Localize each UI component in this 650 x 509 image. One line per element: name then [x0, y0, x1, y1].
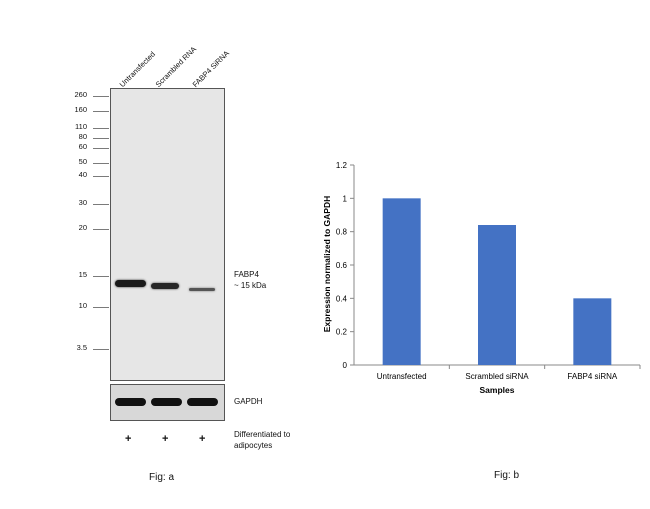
- y-axis-title: Expression normalized to GAPDH: [322, 196, 332, 333]
- mw-label: 50: [78, 157, 87, 166]
- band-name-label: FABP4: [234, 270, 259, 279]
- treatment-plus: +: [199, 433, 206, 445]
- mw-label: 10: [78, 301, 87, 310]
- mw-tick: [93, 111, 109, 112]
- treatment-plus: +: [162, 433, 169, 445]
- mw-tick: [93, 229, 109, 230]
- figure-b-caption: Fig: b: [494, 470, 520, 481]
- fabp4-band-lane-2: [151, 283, 179, 289]
- y-tick-label: 1: [343, 194, 348, 203]
- y-tick-label: 0.4: [336, 294, 348, 303]
- mw-tick: [93, 96, 109, 97]
- mw-label: 3.5: [76, 343, 87, 352]
- band-size-label: ~ 15 kDa: [234, 281, 267, 290]
- y-axis-ticks: 0 0.2 0.4 0.6 0.8 1 1.2: [336, 161, 354, 370]
- x-tick-label: FABP4 siRNA: [567, 372, 617, 381]
- gapdh-band-lane-3: [187, 398, 218, 406]
- mw-tick: [93, 148, 109, 149]
- mw-tick: [93, 276, 109, 277]
- mw-label: 110: [75, 122, 87, 131]
- y-tick-label: 0: [343, 361, 348, 370]
- mw-label: 20: [78, 223, 87, 232]
- gapdh-band-lane-2: [151, 398, 182, 406]
- x-tick-label: Untransfected: [377, 372, 427, 381]
- loading-control-label: GAPDH: [234, 397, 263, 406]
- x-axis-title: Samples: [480, 385, 515, 395]
- mw-tick: [93, 138, 109, 139]
- treatment-label-line2: adipocytes: [234, 441, 273, 450]
- mw-tick: [93, 163, 109, 164]
- mw-label: 80: [78, 132, 87, 141]
- blot-membrane: [110, 88, 225, 381]
- bar-series: [382, 198, 612, 365]
- fabp4-band-lane-1: [115, 280, 146, 287]
- treatment-plus: +: [125, 433, 132, 445]
- mw-tick: [93, 176, 109, 177]
- y-tick-label: 0.8: [336, 228, 348, 237]
- y-tick-label: 0.2: [336, 328, 348, 337]
- mw-label: 260: [74, 90, 87, 99]
- mw-tick: [93, 128, 109, 129]
- treatment-label-line1: Differentiated to: [234, 430, 291, 439]
- mw-label: 40: [78, 170, 87, 179]
- bar: [478, 225, 516, 365]
- y-tick-label: 1.2: [336, 161, 348, 170]
- x-axis-tick-labels: Untransfected Scrambled siRNA FABP4 siRNA: [377, 365, 641, 381]
- mw-label: 60: [78, 142, 87, 151]
- bar: [573, 298, 612, 365]
- mw-label: 15: [78, 270, 87, 279]
- mw-tick: [93, 307, 109, 308]
- mw-label: 30: [78, 198, 87, 207]
- x-tick-label: Scrambled siRNA: [465, 372, 529, 381]
- y-tick-label: 0.6: [336, 261, 348, 270]
- mw-label: 160: [74, 105, 87, 114]
- fabp4-band-lane-3: [189, 288, 215, 291]
- mw-tick: [93, 349, 109, 350]
- bar: [382, 198, 421, 365]
- gapdh-band-lane-1: [115, 398, 146, 406]
- figure-a-caption: Fig: a: [149, 472, 175, 483]
- mw-tick: [93, 204, 109, 205]
- gapdh-blot-strip: [110, 384, 225, 421]
